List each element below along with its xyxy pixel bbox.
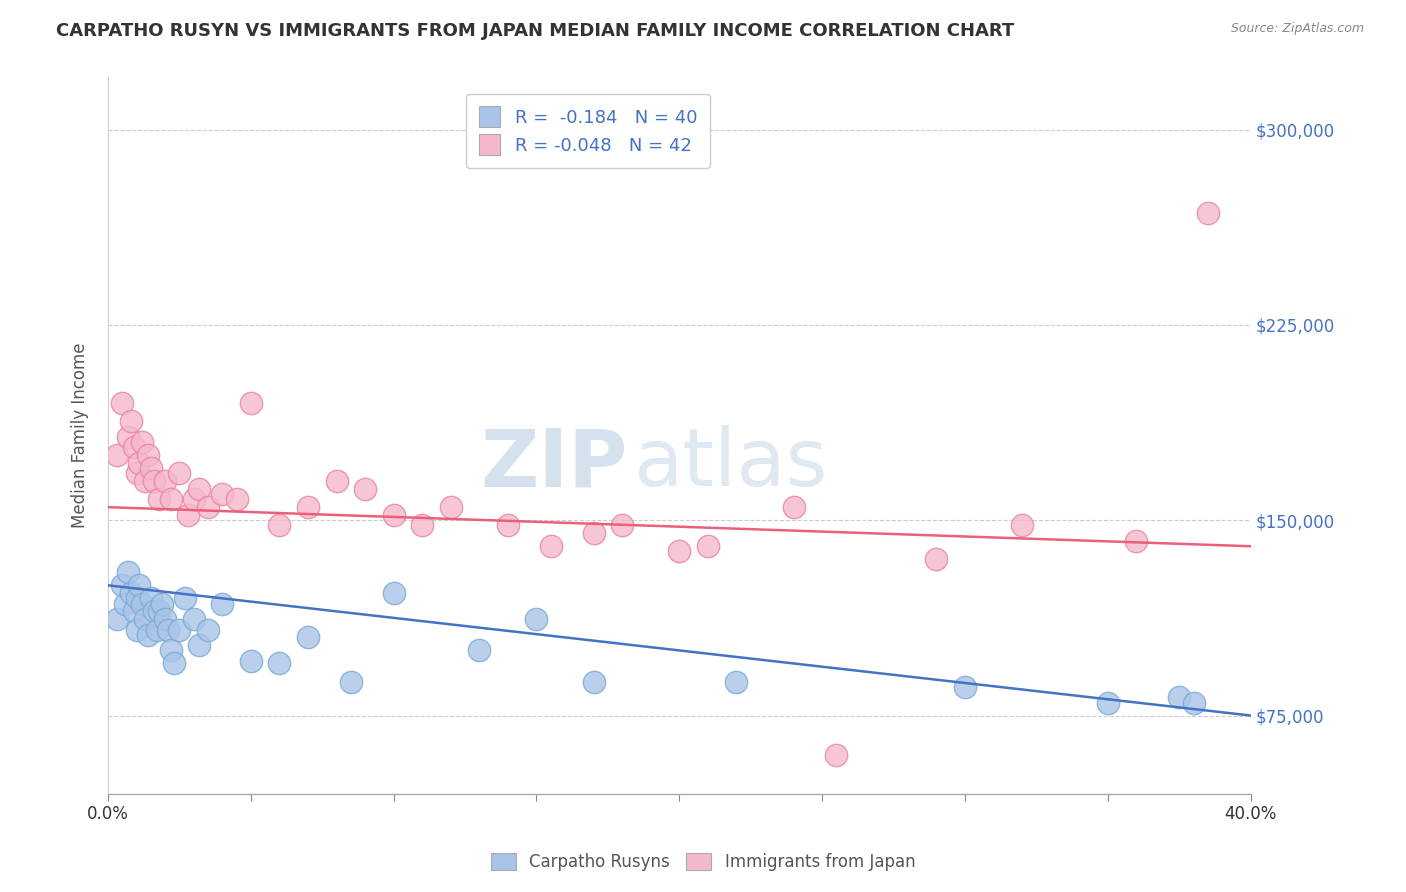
Point [526, 612, 548, 626]
Point [297, 500, 319, 515]
Point [150, 597, 173, 611]
Point [148, 604, 170, 618]
Point [269, 518, 291, 533]
Text: Source: ZipAtlas.com: Source: ZipAtlas.com [1230, 22, 1364, 36]
Point [128, 578, 150, 592]
Point [188, 482, 211, 496]
Point [1197, 206, 1219, 220]
Point [111, 578, 134, 592]
Point [696, 539, 718, 553]
Point [117, 566, 139, 580]
Point [160, 492, 183, 507]
Point [468, 643, 491, 657]
Point [153, 474, 176, 488]
Point [197, 623, 219, 637]
Point [496, 518, 519, 533]
Point [111, 396, 134, 410]
Point [297, 631, 319, 645]
Point [211, 487, 233, 501]
Point [122, 440, 145, 454]
Point [128, 456, 150, 470]
Point [120, 414, 142, 428]
Point [183, 612, 205, 626]
Point [125, 467, 148, 481]
Point [105, 448, 128, 462]
Point [169, 467, 191, 481]
Point [125, 623, 148, 637]
Point [122, 604, 145, 618]
Point [160, 643, 183, 657]
Point [163, 657, 186, 671]
Point [134, 474, 156, 488]
Text: CARPATHO RUSYN VS IMMIGRANTS FROM JAPAN MEDIAN FAMILY INCOME CORRELATION CHART: CARPATHO RUSYN VS IMMIGRANTS FROM JAPAN … [56, 22, 1015, 40]
Point [540, 539, 562, 553]
Point [382, 508, 405, 522]
Point [239, 654, 262, 668]
Point [1011, 518, 1033, 533]
Point [125, 591, 148, 606]
Point [925, 552, 948, 566]
Point [145, 623, 167, 637]
Y-axis label: Median Family Income: Median Family Income [72, 343, 89, 528]
Point [153, 612, 176, 626]
Point [120, 586, 142, 600]
Point [139, 591, 162, 606]
Point [354, 482, 377, 496]
Point [142, 474, 165, 488]
Point [582, 526, 605, 541]
Point [825, 747, 848, 762]
Point [325, 474, 347, 488]
Point [1182, 696, 1205, 710]
Point [177, 508, 200, 522]
Point [183, 492, 205, 507]
Point [953, 680, 976, 694]
Point [136, 448, 159, 462]
Point [582, 674, 605, 689]
Point [382, 586, 405, 600]
Point [612, 518, 634, 533]
Point [668, 544, 690, 558]
Point [148, 492, 170, 507]
Point [117, 430, 139, 444]
Point [225, 492, 247, 507]
Point [131, 597, 153, 611]
Point [239, 396, 262, 410]
Point [1168, 690, 1191, 705]
Point [174, 591, 197, 606]
Point [440, 500, 463, 515]
Legend: R =  -0.184   N = 40, R = -0.048   N = 42: R = -0.184 N = 40, R = -0.048 N = 42 [465, 94, 710, 168]
Point [411, 518, 433, 533]
Point [188, 638, 211, 652]
Point [1125, 534, 1147, 549]
Point [142, 604, 165, 618]
Point [1097, 696, 1119, 710]
Point [139, 461, 162, 475]
Point [114, 597, 136, 611]
Point [197, 500, 219, 515]
Point [782, 500, 804, 515]
Point [169, 623, 191, 637]
Point [131, 435, 153, 450]
Text: ZIP: ZIP [481, 425, 628, 503]
Point [136, 628, 159, 642]
Point [340, 674, 363, 689]
Point [269, 657, 291, 671]
Legend: Carpatho Rusyns, Immigrants from Japan: Carpatho Rusyns, Immigrants from Japan [482, 845, 924, 880]
Point [725, 674, 748, 689]
Point [156, 623, 179, 637]
Point [134, 612, 156, 626]
Point [211, 597, 233, 611]
Text: atlas: atlas [634, 425, 828, 503]
Point [105, 612, 128, 626]
